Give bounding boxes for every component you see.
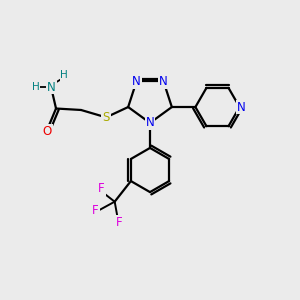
Text: N: N — [237, 100, 245, 113]
Text: F: F — [92, 204, 99, 217]
Text: O: O — [43, 125, 52, 138]
Text: N: N — [132, 75, 141, 88]
Text: F: F — [116, 216, 122, 229]
Text: S: S — [102, 111, 110, 124]
Text: H: H — [60, 70, 68, 80]
Text: N: N — [159, 75, 168, 88]
Text: H: H — [32, 82, 40, 92]
Text: F: F — [98, 182, 105, 195]
Text: N: N — [146, 116, 154, 129]
Text: N: N — [47, 80, 56, 94]
